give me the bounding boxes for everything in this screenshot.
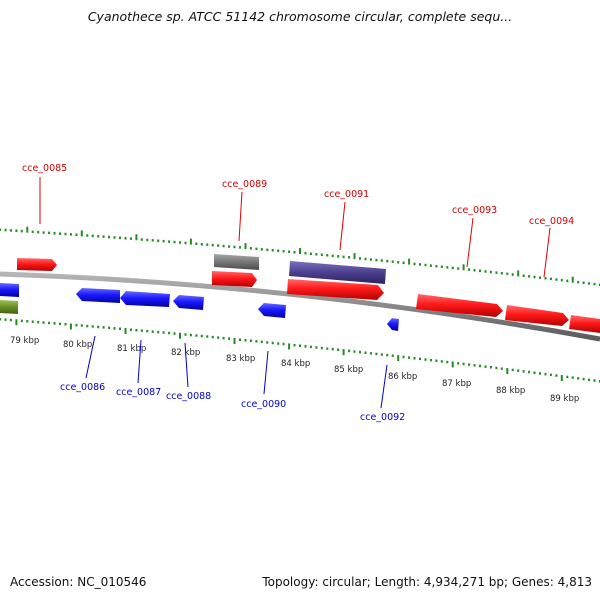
tick-label-81: 81 kbp xyxy=(117,344,146,354)
upper-tick-track xyxy=(0,226,600,286)
tick-label-79: 79 kbp xyxy=(10,336,39,346)
gene-cce_0089[interactable] xyxy=(212,271,257,287)
gene-cce_0093[interactable] xyxy=(416,294,503,317)
topology-label: Topology: xyxy=(262,575,323,589)
accession-value: NC_010546 xyxy=(77,575,147,589)
tick-label-87: 87 kbp xyxy=(442,379,471,389)
gene-cce_0090[interactable] xyxy=(258,303,286,318)
gene-cce_0095-partial[interactable] xyxy=(569,315,600,333)
gene-cce_0092[interactable] xyxy=(387,318,399,331)
length-label: ; Length: xyxy=(366,575,424,589)
reverse-gene-labels: cce_0086 cce_0087 cce_0088 cce_0090 cce_… xyxy=(60,335,405,423)
gray-feature[interactable] xyxy=(214,254,259,270)
gene-cce_0091[interactable] xyxy=(287,279,384,300)
leader-line-cce_0087 xyxy=(137,339,142,384)
forward-gene-labels: cce_0085 cce_0089 cce_0091 cce_0093 cce_… xyxy=(22,163,574,278)
tick-label-86: 86 kbp xyxy=(388,372,417,382)
tick-label-89: 89 kbp xyxy=(550,394,579,404)
sequence-summary: Topology: circular; Length: 4,934,271 bp… xyxy=(262,575,592,589)
purple-feature[interactable] xyxy=(289,261,386,284)
gene-cce_0094[interactable] xyxy=(505,305,569,326)
leader-line-cce_0091 xyxy=(339,201,346,251)
reverse-genes xyxy=(0,283,399,331)
gene-partial-left[interactable] xyxy=(0,283,19,297)
leader-line-cce_0088 xyxy=(184,342,189,388)
leader-line-cce_0093 xyxy=(466,217,474,268)
length-value: 4,934,271 bp xyxy=(423,575,504,589)
label-cce_0092[interactable]: cce_0092 xyxy=(360,412,405,423)
tick-label-88: 88 kbp xyxy=(496,386,525,396)
label-cce_0089[interactable]: cce_0089 xyxy=(222,179,267,190)
topology-value: circular xyxy=(322,575,367,589)
gene-cce_0088[interactable] xyxy=(173,295,204,310)
label-cce_0088[interactable]: cce_0088 xyxy=(166,391,211,402)
tick-label-85: 85 kbp xyxy=(334,365,363,375)
label-cce_0087[interactable]: cce_0087 xyxy=(116,387,161,398)
tick-label-84: 84 kbp xyxy=(281,359,310,369)
leader-line-cce_0086 xyxy=(85,335,96,379)
gene-cce_0085[interactable] xyxy=(17,258,57,271)
olive-feature[interactable] xyxy=(0,300,18,314)
lower-tick-track xyxy=(0,318,600,383)
forward-genes xyxy=(17,258,600,333)
leader-line-cce_0089 xyxy=(238,191,243,242)
gene-cce_0087[interactable] xyxy=(120,291,170,307)
accession-label: Accession: xyxy=(10,575,78,589)
leader-line-cce_0092 xyxy=(380,364,388,409)
label-cce_0086[interactable]: cce_0086 xyxy=(60,382,105,393)
other-features xyxy=(0,254,386,314)
label-cce_0094[interactable]: cce_0094 xyxy=(529,216,574,227)
label-cce_0090[interactable]: cce_0090 xyxy=(241,399,286,410)
map-title: Cyanothece sp. ATCC 51142 chromosome cir… xyxy=(87,9,513,24)
chromosome-backbone xyxy=(0,271,600,342)
tick-label-83: 83 kbp xyxy=(226,354,255,364)
genes-value: 4,813 xyxy=(557,575,592,589)
label-cce_0091[interactable]: cce_0091 xyxy=(324,189,369,200)
leader-line-cce_0094 xyxy=(543,227,551,278)
gene-cce_0086[interactable] xyxy=(76,288,120,303)
label-cce_0085[interactable]: cce_0085 xyxy=(22,163,67,174)
tick-label-80: 80 kbp xyxy=(63,340,92,350)
accession-info: Accession: NC_010546 xyxy=(10,575,146,589)
genes-label: ; Genes: xyxy=(504,575,558,589)
leader-line-cce_0090 xyxy=(263,350,269,395)
label-cce_0093[interactable]: cce_0093 xyxy=(452,205,497,216)
